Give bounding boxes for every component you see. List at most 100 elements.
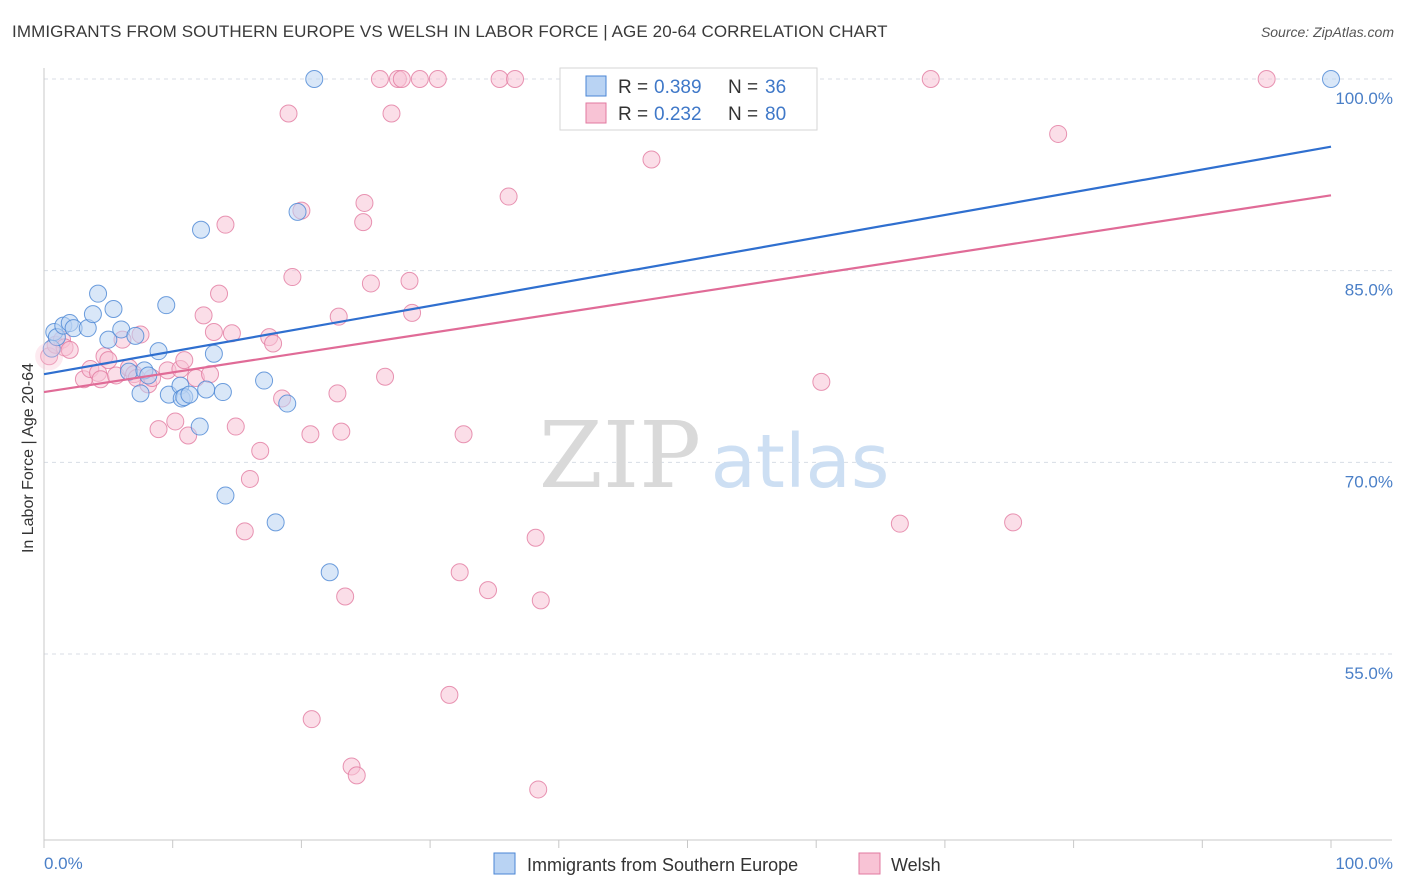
point-welsh-59 bbox=[403, 303, 422, 322]
point-immigrants-27 bbox=[204, 344, 223, 363]
point-welsh-55 bbox=[382, 104, 401, 123]
point-welsh-68 bbox=[506, 70, 525, 88]
point-welsh-40 bbox=[283, 268, 302, 287]
stats-legend: R = 0.389 N = 36 R = 0.232 N = 80 bbox=[559, 67, 818, 131]
point-welsh-73 bbox=[642, 150, 661, 169]
tick-labels: 55.0% 70.0% 85.0% 100.0% 0.0% 100.0% bbox=[44, 89, 1393, 873]
trend-lines bbox=[43, 145, 1332, 394]
series-legend-label-2: Welsh bbox=[891, 855, 941, 875]
point-welsh-43 bbox=[302, 710, 321, 729]
point-welsh-34 bbox=[240, 469, 259, 488]
legend-n-value-1: 36 bbox=[765, 77, 786, 98]
point-welsh-63 bbox=[450, 563, 469, 582]
point-welsh-65 bbox=[479, 581, 498, 600]
y-axis-label: In Labor Force | Age 20-64 bbox=[20, 363, 37, 553]
point-welsh-4 bbox=[60, 340, 79, 359]
point-immigrants-33 bbox=[288, 202, 307, 221]
point-welsh-79 bbox=[1257, 70, 1276, 88]
point-welsh-19 bbox=[149, 420, 168, 439]
point-immigrants-14 bbox=[131, 384, 150, 403]
legend-r-value-2: 0.232 bbox=[654, 104, 702, 125]
legend-r-value-1: 0.389 bbox=[654, 77, 702, 98]
x-tick-label-1: 100.0% bbox=[1335, 854, 1393, 873]
point-cluster-origin bbox=[35, 342, 64, 371]
point-immigrants-34 bbox=[305, 70, 324, 88]
axes bbox=[43, 68, 1392, 848]
point-welsh-21 bbox=[166, 412, 185, 431]
legend-n-value-2: 80 bbox=[765, 104, 786, 125]
point-welsh-32 bbox=[226, 417, 245, 436]
point-welsh-37 bbox=[264, 334, 283, 353]
point-welsh-10 bbox=[99, 351, 118, 370]
point-welsh-75 bbox=[890, 514, 909, 533]
trend-line-welsh bbox=[43, 194, 1332, 394]
point-welsh-29 bbox=[210, 284, 229, 303]
point-immigrants-29 bbox=[216, 486, 235, 505]
point-welsh-39 bbox=[279, 104, 298, 123]
point-immigrants-32 bbox=[278, 394, 297, 413]
point-welsh-71 bbox=[531, 591, 550, 610]
point-welsh-44 bbox=[328, 384, 347, 403]
y-tick-label-1: 70.0% bbox=[1345, 472, 1393, 491]
point-welsh-61 bbox=[428, 70, 447, 88]
series-legend-swatch-1 bbox=[493, 852, 516, 875]
watermark: ZIP atlas bbox=[539, 402, 890, 509]
point-immigrants-30 bbox=[255, 371, 274, 390]
point-welsh-70 bbox=[529, 780, 548, 799]
chart-title: IMMIGRANTS FROM SOUTHERN EUROPE VS WELSH… bbox=[12, 22, 888, 41]
point-welsh-66 bbox=[490, 70, 509, 88]
point-welsh-67 bbox=[499, 187, 518, 206]
point-welsh-51 bbox=[355, 193, 374, 212]
y-tick-label-0: 55.0% bbox=[1345, 664, 1393, 683]
point-welsh-28 bbox=[204, 323, 223, 341]
point-immigrants-26 bbox=[197, 380, 216, 399]
y-tick-label-2: 85.0% bbox=[1345, 281, 1393, 300]
point-welsh-50 bbox=[354, 213, 373, 232]
point-immigrants-36 bbox=[1322, 70, 1340, 88]
watermark-zip: ZIP bbox=[539, 402, 701, 509]
point-immigrants-18 bbox=[157, 296, 176, 315]
point-welsh-52 bbox=[361, 274, 380, 293]
point-welsh-35 bbox=[251, 441, 270, 460]
point-welsh-58 bbox=[400, 271, 419, 290]
point-welsh-62 bbox=[440, 685, 459, 704]
data-points bbox=[35, 70, 1340, 799]
point-welsh-42 bbox=[301, 425, 320, 444]
point-welsh-54 bbox=[376, 367, 395, 386]
point-welsh-53 bbox=[370, 70, 389, 88]
point-welsh-47 bbox=[336, 587, 355, 606]
point-immigrants-25 bbox=[192, 220, 211, 239]
source-credit: Source: ZipAtlas.com bbox=[1260, 24, 1394, 40]
point-welsh-74 bbox=[812, 372, 831, 391]
legend-n-label-2: N = bbox=[728, 104, 758, 125]
point-immigrants-31 bbox=[266, 513, 285, 532]
series-legend: Immigrants from Southern Europe Welsh bbox=[493, 852, 941, 875]
point-immigrants-35 bbox=[320, 563, 339, 582]
point-immigrants-24 bbox=[190, 417, 209, 436]
trend-line-immigrants bbox=[43, 145, 1332, 376]
point-welsh-49 bbox=[347, 766, 366, 785]
point-immigrants-10 bbox=[104, 300, 123, 318]
point-welsh-64 bbox=[454, 425, 473, 444]
watermark-atlas: atlas bbox=[711, 419, 890, 505]
series-legend-swatch-2 bbox=[858, 852, 881, 875]
legend-swatch-blue bbox=[585, 75, 607, 97]
point-welsh-46 bbox=[332, 422, 351, 441]
point-immigrants-9 bbox=[99, 330, 118, 349]
x-tick-label-0: 0.0% bbox=[44, 854, 83, 873]
point-immigrants-13 bbox=[126, 326, 145, 345]
point-welsh-57 bbox=[392, 70, 411, 88]
point-immigrants-17 bbox=[149, 342, 168, 361]
point-welsh-23 bbox=[175, 351, 194, 370]
gridlines bbox=[44, 78, 1392, 655]
legend-r-label-1: R = bbox=[618, 77, 648, 98]
legend-n-label-1: N = bbox=[728, 77, 758, 98]
point-immigrants-23 bbox=[180, 385, 199, 404]
series-legend-label-1: Immigrants from Southern Europe bbox=[527, 855, 798, 875]
point-immigrants-28 bbox=[213, 383, 232, 402]
legend-r-label-2: R = bbox=[618, 104, 648, 125]
point-welsh-30 bbox=[216, 215, 235, 234]
point-welsh-76 bbox=[921, 70, 940, 88]
point-immigrants-7 bbox=[83, 305, 102, 324]
